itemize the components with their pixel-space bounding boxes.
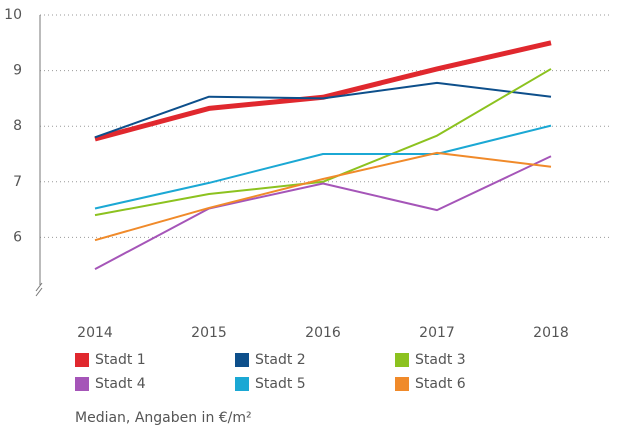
- y-tick-label: 7: [13, 174, 22, 190]
- x-tick-label: 2017: [419, 325, 455, 341]
- x-tick-label: 2018: [533, 325, 569, 341]
- y-tick-label: 8: [13, 118, 22, 134]
- series-line: [94, 151, 552, 242]
- x-tick-label: 2014: [77, 325, 113, 341]
- footnote: Median, Angaben in €/m²: [75, 410, 252, 426]
- axis-break: [35, 287, 43, 297]
- legend-swatch: [75, 377, 89, 391]
- legend-label: Stadt 4: [95, 376, 146, 392]
- legend-swatch: [75, 353, 89, 367]
- y-tick-label: 6: [13, 229, 22, 245]
- legend-swatch: [235, 353, 249, 367]
- legend-swatch: [235, 377, 249, 391]
- legend-label: Stadt 1: [95, 352, 146, 368]
- legend-label: Stadt 6: [415, 376, 466, 392]
- series-line: [94, 40, 552, 142]
- x-tick-label: 2015: [191, 325, 227, 341]
- legend-label: Stadt 5: [255, 376, 306, 392]
- series-line: [94, 124, 552, 210]
- x-tick-label: 2016: [305, 325, 341, 341]
- y-tick-label: 9: [13, 63, 22, 79]
- legend-swatch: [395, 377, 409, 391]
- y-tick-label: 10: [4, 7, 22, 23]
- series-line: [94, 81, 552, 139]
- axis-break: [35, 282, 43, 292]
- legend-swatch: [395, 353, 409, 367]
- legend-label: Stadt 2: [255, 352, 306, 368]
- series-line: [94, 68, 552, 217]
- series-line: [94, 155, 552, 270]
- legend-label: Stadt 3: [415, 352, 466, 368]
